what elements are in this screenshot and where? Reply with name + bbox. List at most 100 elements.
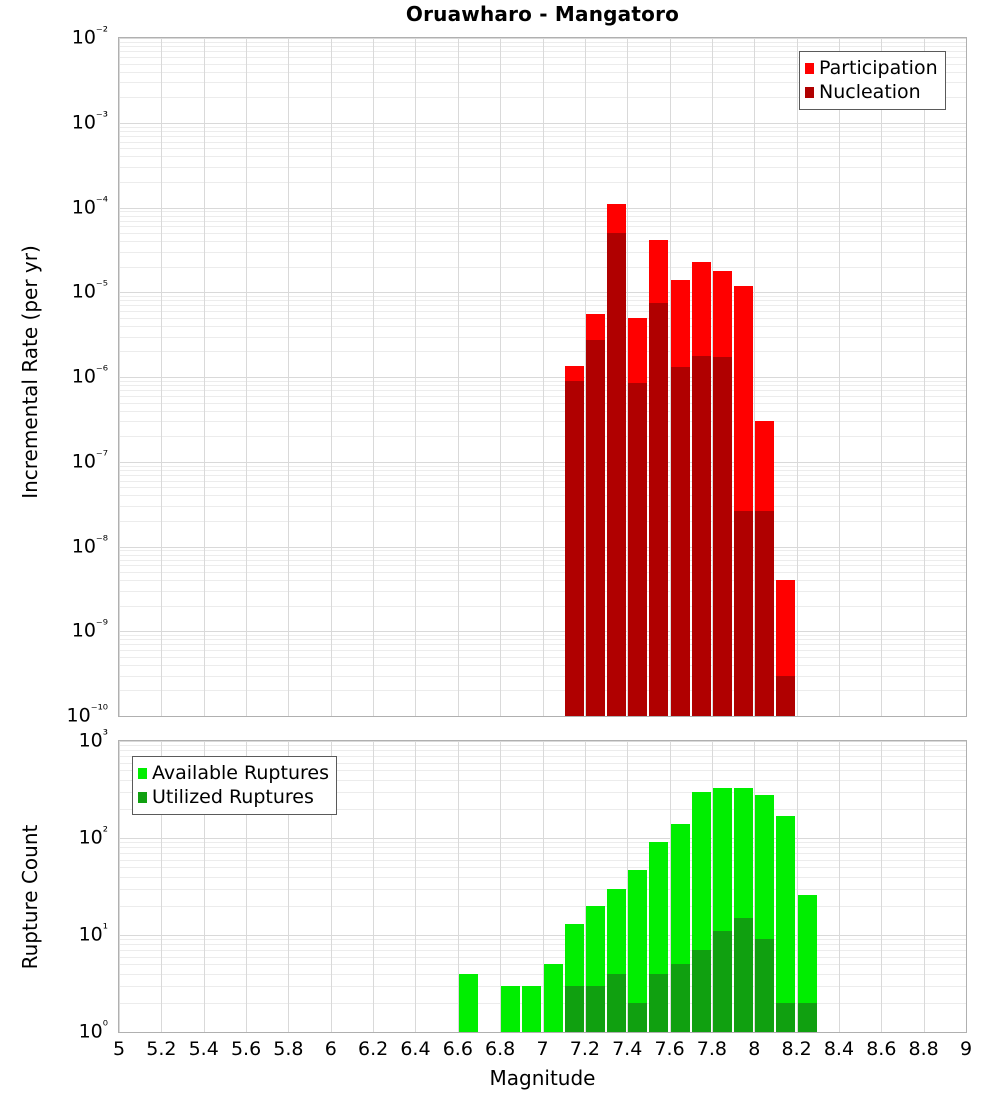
- gridline-horizontal: [119, 565, 966, 566]
- x-tick-label: 5.4: [188, 1038, 219, 1060]
- gridline-vertical: [204, 741, 205, 1032]
- bar-nucleation: [755, 511, 774, 716]
- gridline-horizontal: [119, 770, 966, 771]
- gridline-vertical: [500, 38, 501, 716]
- bar-available-ruptures: [628, 870, 647, 1032]
- x-tick-label: 8.6: [866, 1038, 897, 1060]
- bar-nucleation: [607, 233, 626, 716]
- x-tick-label: 5.2: [146, 1038, 177, 1060]
- gridline-horizontal: [119, 156, 966, 157]
- gridline-vertical: [415, 741, 416, 1032]
- gridline-horizontal: [119, 1032, 966, 1033]
- gridline-horizontal: [119, 986, 966, 987]
- gridline-horizontal: [119, 216, 966, 217]
- legend-swatch-participation: [805, 62, 814, 74]
- gridline-horizontal: [119, 639, 966, 640]
- gridline-horizontal: [119, 974, 966, 975]
- gridline-vertical: [754, 38, 755, 716]
- gridline-horizontal: [119, 475, 966, 476]
- gridline-horizontal: [119, 750, 966, 751]
- gridline-horizontal: [119, 906, 966, 907]
- x-tick-label: 7.2: [569, 1038, 600, 1060]
- legend-label-participation: Participation: [819, 56, 938, 79]
- gridline-horizontal: [119, 57, 966, 58]
- gridline-horizontal: [119, 939, 966, 940]
- bar-available-ruptures: [544, 964, 563, 1032]
- bar-available-ruptures: [522, 986, 541, 1032]
- gridline-horizontal: [119, 631, 966, 632]
- gridline-vertical: [881, 38, 882, 716]
- gridline-horizontal: [119, 547, 966, 548]
- gridline-horizontal: [119, 167, 966, 168]
- y-tick-label: 10⁻⁵: [71, 279, 108, 303]
- legend-top: Participation Nucleation: [799, 51, 946, 110]
- gridline-vertical: [288, 38, 289, 716]
- x-tick-label: 5.8: [273, 1038, 304, 1060]
- gridline-vertical: [119, 741, 120, 1032]
- gridline-vertical: [627, 741, 628, 1032]
- bar-utilized-ruptures: [628, 1003, 647, 1032]
- gridline-horizontal: [119, 860, 966, 861]
- gridline-horizontal: [119, 935, 966, 936]
- bar-utilized-ruptures: [649, 974, 668, 1032]
- gridline-horizontal: [119, 560, 966, 561]
- gridline-vertical: [839, 741, 840, 1032]
- gridline-horizontal: [119, 233, 966, 234]
- bar-nucleation: [649, 303, 668, 716]
- gridline-horizontal: [119, 635, 966, 636]
- gridline-horizontal: [119, 72, 966, 73]
- gridline-horizontal: [119, 148, 966, 149]
- y-tick-label: 10⁻⁴: [71, 194, 108, 218]
- gridline-horizontal: [119, 385, 966, 386]
- gridline-horizontal: [119, 792, 966, 793]
- bar-available-ruptures: [776, 816, 795, 1032]
- gridline-horizontal: [119, 436, 966, 437]
- gridline-horizontal: [119, 853, 966, 854]
- gridline-vertical: [543, 38, 544, 716]
- gridline-horizontal: [119, 466, 966, 467]
- bar-nucleation: [628, 383, 647, 716]
- gridline-horizontal: [119, 292, 966, 293]
- gridline-horizontal: [119, 326, 966, 327]
- y-tick-label: 10⁰: [78, 1019, 108, 1043]
- gridline-horizontal: [119, 296, 966, 297]
- gridline-horizontal: [119, 580, 966, 581]
- gridline-horizontal: [119, 521, 966, 522]
- gridline-horizontal: [119, 300, 966, 301]
- legend-item-available-ruptures: Available Ruptures: [138, 761, 329, 785]
- gridline-vertical: [458, 38, 459, 716]
- gridline-horizontal: [119, 396, 966, 397]
- gridline-horizontal: [119, 462, 966, 463]
- gridline-horizontal: [119, 182, 966, 183]
- bar-available-ruptures: [459, 974, 478, 1032]
- y-tick-label: 10³: [78, 728, 108, 752]
- gridline-vertical: [670, 741, 671, 1032]
- gridline-horizontal: [119, 591, 966, 592]
- legend-item-utilized-ruptures: Utilized Ruptures: [138, 785, 329, 809]
- gridline-vertical: [585, 741, 586, 1032]
- y-tick-label: 10⁻²: [71, 25, 108, 49]
- gridline-horizontal: [119, 64, 966, 65]
- x-tick-label: 8.2: [781, 1038, 812, 1060]
- gridline-horizontal: [119, 644, 966, 645]
- gridline-vertical: [373, 38, 374, 716]
- gridline-vertical: [500, 741, 501, 1032]
- y-tick-label: 10⁻⁶: [71, 364, 108, 388]
- y-tick-label: 10⁻⁸: [71, 533, 108, 557]
- gridline-horizontal: [119, 127, 966, 128]
- x-tick-label: 6.6: [442, 1038, 473, 1060]
- gridline-horizontal: [119, 211, 966, 212]
- bar-available-ruptures: [501, 986, 520, 1032]
- gridline-vertical: [161, 741, 162, 1032]
- x-tick-label: 8.4: [823, 1038, 855, 1060]
- page-title: Oruawharo - Mangatoro: [405, 2, 680, 26]
- gridline-horizontal: [119, 606, 966, 607]
- y-tick-label: 10¹: [78, 922, 108, 946]
- plot-area-bottom: [119, 741, 966, 1032]
- gridline-horizontal: [119, 676, 966, 677]
- gridline-horizontal: [119, 267, 966, 268]
- gridline-horizontal: [119, 1003, 966, 1004]
- x-axis-title: Magnitude: [489, 1066, 596, 1090]
- legend-label-utilized-ruptures: Utilized Ruptures: [152, 785, 314, 808]
- gridline-horizontal: [119, 38, 966, 39]
